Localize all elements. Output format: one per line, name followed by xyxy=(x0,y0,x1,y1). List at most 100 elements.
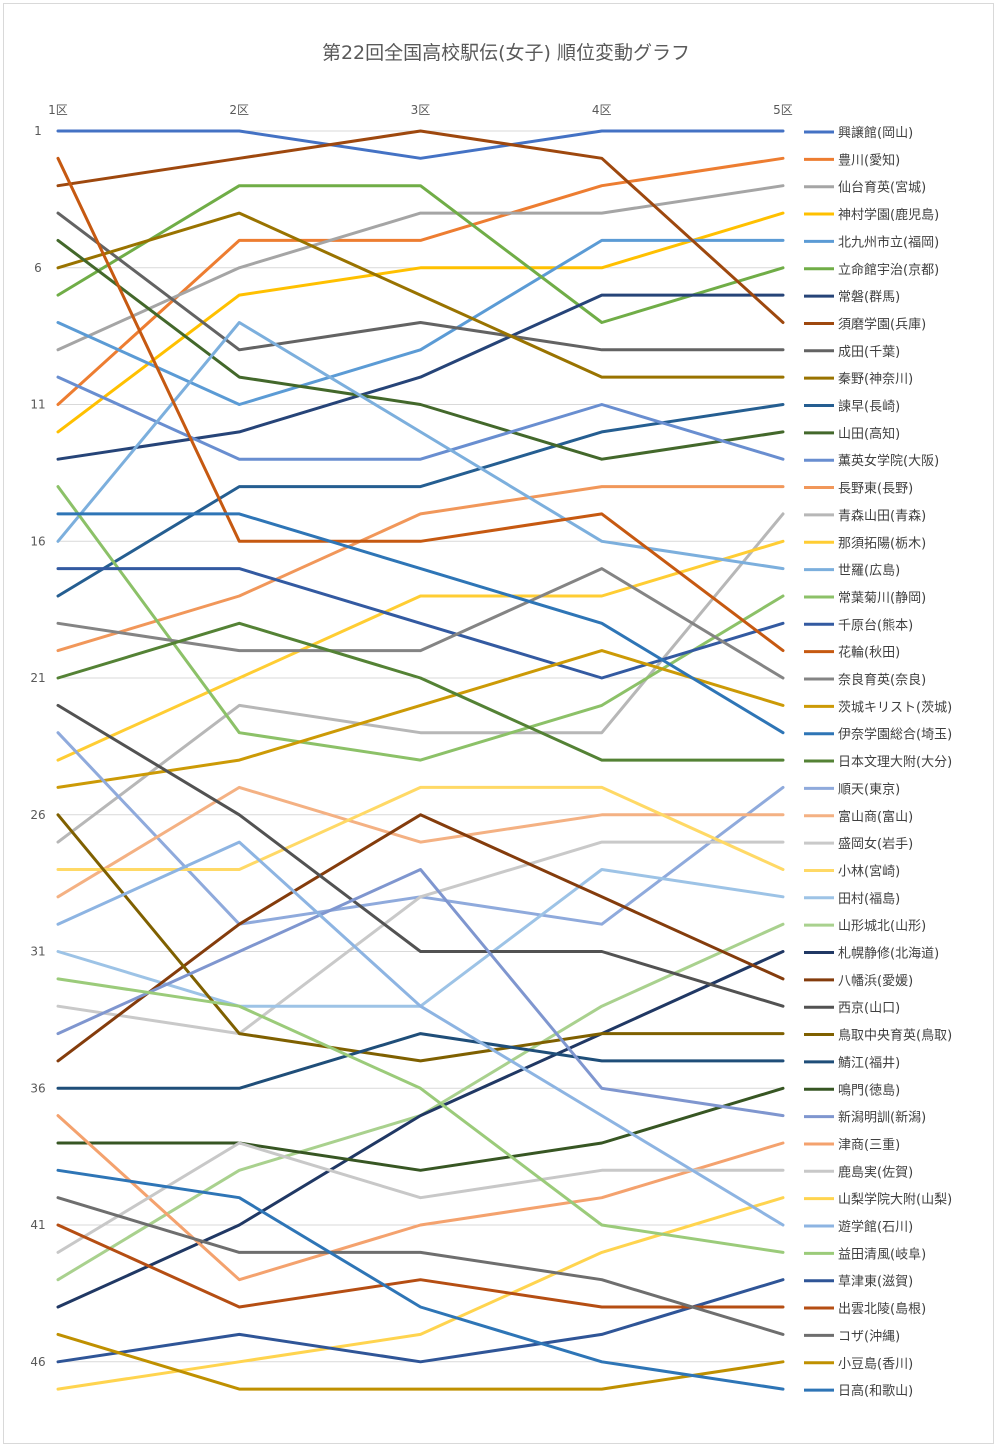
series-line xyxy=(56,868,785,1118)
legend: 興譲館(岡山) 豊川(愛知) 仙台育英(宮城) 神村学園(鹿児島) 北九州市立(福岡) 立… xyxy=(804,125,952,1399)
legend-label: 花輪(秋田) xyxy=(838,645,900,661)
series-line xyxy=(56,977,785,1254)
legend-label: 北九州市立(福岡) xyxy=(838,234,939,250)
legend-label: 茨城キリスト(茨城) xyxy=(838,700,952,715)
legend-label: 常磐(群馬) xyxy=(838,290,900,305)
legend-label: 青森山田(青森) xyxy=(838,509,926,524)
legend-label: 伊奈学園総合(埼玉) xyxy=(838,727,952,743)
rank-change-chart: 第22回全国高校駅伝(女子) 順位変動グラフ 1区 2区 3区 4区 5区 161116… xyxy=(30,42,952,1399)
y-tick-label: 1 xyxy=(34,124,42,138)
legend-label: 津商(三重) xyxy=(838,1137,900,1153)
y-tick-label: 41 xyxy=(30,1218,45,1232)
x-tick-label: 5区 xyxy=(773,103,793,117)
x-tick-label: 2区 xyxy=(229,103,249,117)
y-tick-label: 6 xyxy=(34,261,42,275)
y-tick-label: 31 xyxy=(30,945,45,959)
series-line xyxy=(56,321,785,571)
y-tick-label: 46 xyxy=(30,1355,45,1369)
series-line xyxy=(56,813,785,1063)
y-tick-label: 36 xyxy=(30,1081,45,1095)
series-line xyxy=(56,1141,785,1254)
legend-label: 札幌静修(北海道) xyxy=(838,946,939,962)
legend-label: 長野東(長野) xyxy=(838,481,913,497)
legend-label: 山田(高知) xyxy=(838,426,900,442)
legend-label: 薫英女学院(大阪) xyxy=(838,453,939,469)
series-line xyxy=(56,485,785,653)
legend-label: 鹿島実(佐賀) xyxy=(838,1164,913,1180)
legend-label: 日高(和歌山) xyxy=(838,1383,913,1399)
series-line xyxy=(56,785,785,871)
series-line xyxy=(56,1278,785,1364)
legend-label: 豊川(愛知) xyxy=(838,152,900,168)
y-tick-label: 11 xyxy=(30,398,45,412)
series-line xyxy=(56,1032,785,1090)
legend-label: 千原台(熊本) xyxy=(838,617,913,633)
series-line xyxy=(56,375,785,461)
series-line xyxy=(56,621,785,762)
legend-label: 富山商(富山) xyxy=(838,809,913,825)
legend-label: 鯖江(福井) xyxy=(838,1056,900,1071)
chart-frame: 第22回全国高校駅伝(女子) 順位変動グラフ 1区 2区 3区 4区 5区 1 6 11 16… xyxy=(3,3,994,1444)
x-tick-label: 4区 xyxy=(592,103,612,117)
series-line xyxy=(56,184,785,324)
legend-label: 山形城北(山形) xyxy=(838,919,926,934)
series-line xyxy=(56,703,785,1008)
legend-label: 仙台育英(宮城) xyxy=(838,180,926,196)
series-line xyxy=(56,1114,785,1282)
series-line xyxy=(56,1223,785,1309)
x-tick-label: 3区 xyxy=(411,103,431,117)
legend-label: 新潟明訓(新潟) xyxy=(838,1110,926,1126)
series-line xyxy=(56,1332,785,1391)
legend-label: 西京(山口) xyxy=(838,1001,900,1016)
series-line xyxy=(56,840,785,1036)
legend-label: 常葉菊川(静岡) xyxy=(838,591,926,606)
legend-label: 那須拓陽(栃木) xyxy=(838,536,926,551)
series-line xyxy=(56,184,785,352)
legend-label: 神村学園(鹿児島) xyxy=(838,207,939,223)
series-line xyxy=(56,512,785,735)
series-lines xyxy=(56,129,785,1391)
series-line xyxy=(56,649,785,789)
series-line xyxy=(56,539,785,762)
legend-label: 出雲北陵(島根) xyxy=(838,1302,926,1317)
legend-label: 興譲館(岡山) xyxy=(838,125,913,141)
y-tick-label: 16 xyxy=(30,534,45,548)
legend-label: 盛岡女(岩手) xyxy=(838,836,913,852)
series-line xyxy=(56,238,785,461)
series-line xyxy=(56,156,785,406)
legend-label: 立命館宇治(京都) xyxy=(838,262,939,278)
series-line xyxy=(56,211,785,352)
series-line xyxy=(56,840,785,1227)
series-line xyxy=(56,813,785,1063)
series-line xyxy=(56,1196,785,1336)
legend-label: 順天(東京) xyxy=(838,781,900,797)
legend-label: 世羅(広島) xyxy=(838,564,900,579)
legend-label: 山梨学院大附(山梨) xyxy=(838,1192,952,1208)
series-line xyxy=(56,238,785,406)
legend-label: 八幡浜(愛媛) xyxy=(838,974,913,989)
legend-label: 小豆島(香川) xyxy=(838,1357,913,1372)
legend-label: 須磨学園(兵庫) xyxy=(838,316,926,332)
chart-title: 第22回全国高校駅伝(女子) 順位変動グラフ xyxy=(322,42,690,64)
y-tick-label: 26 xyxy=(30,808,45,822)
legend-label: 諫早(長崎) xyxy=(838,399,900,415)
legend-label: 小林(宮崎) xyxy=(838,863,900,879)
series-line xyxy=(56,211,785,379)
legend-label: 草津東(滋賀) xyxy=(838,1274,913,1290)
legend-label: 遊学館(石川) xyxy=(838,1219,913,1235)
legend-label: 奈良育英(奈良) xyxy=(838,672,926,688)
legend-label: 田村(福島) xyxy=(838,892,900,907)
legend-label: 成田(千葉) xyxy=(838,345,900,360)
series-line xyxy=(56,1168,785,1391)
series-line xyxy=(56,950,785,1309)
legend-label: コザ(沖縄) xyxy=(838,1329,900,1344)
y-tick-label: 21 xyxy=(30,671,45,685)
series-line xyxy=(56,129,785,160)
x-axis-labels: 1区 2区 3区 4区 5区 xyxy=(48,103,793,117)
legend-label: 鳴門(徳島) xyxy=(838,1083,900,1098)
x-tick-label: 1区 xyxy=(48,103,68,117)
series-line xyxy=(56,1086,785,1172)
series-line xyxy=(56,129,785,324)
legend-label: 日本文理大附(大分) xyxy=(838,755,952,770)
